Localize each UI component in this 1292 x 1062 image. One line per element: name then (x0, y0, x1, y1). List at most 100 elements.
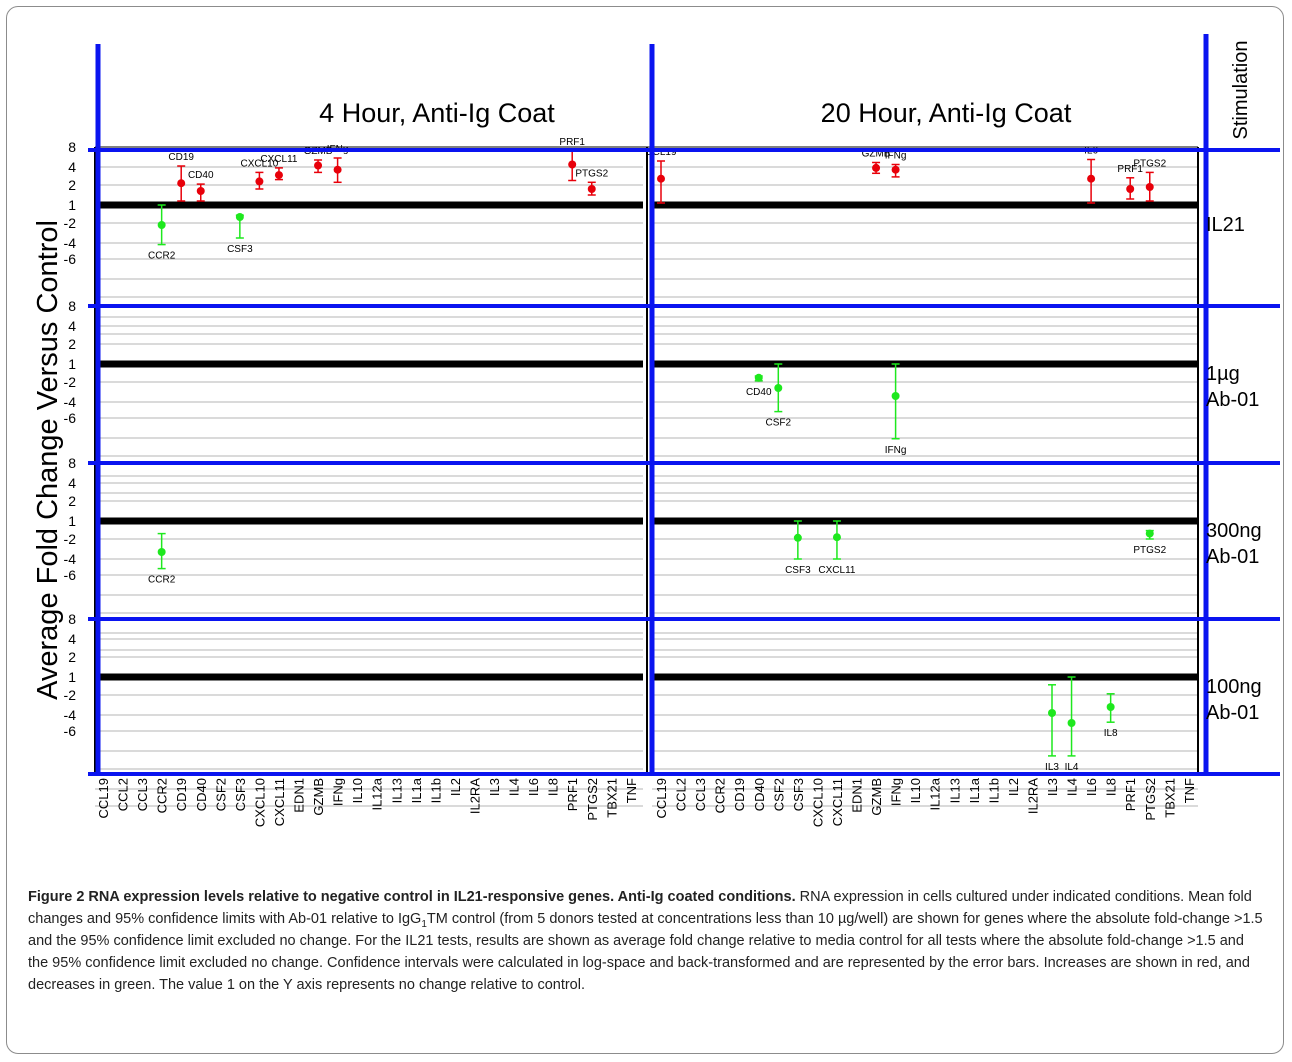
point-label: IL3 (1045, 762, 1059, 773)
point-label: CD19 (168, 152, 194, 163)
y-tick-label: -4 (64, 551, 77, 567)
y-tick-label: 1 (68, 669, 76, 685)
row-label: Ab-01 (1206, 546, 1259, 568)
row-label: Ab-01 (1206, 389, 1259, 411)
x-tick-label: IL2RA (1025, 778, 1040, 814)
row-label: IL21 (1206, 214, 1245, 236)
point-marker (1145, 529, 1154, 538)
y-tick-label: -6 (64, 410, 77, 426)
x-tick-label: CSF2 (771, 778, 786, 811)
x-tick-label: IL1b (986, 778, 1001, 803)
point-marker (314, 161, 323, 170)
x-tick-label: IL12a (370, 777, 385, 810)
x-tick-label: CXCL11 (830, 778, 845, 826)
point-marker (793, 533, 802, 542)
point-label: CSF3 (785, 565, 811, 576)
data-point: IFNg (885, 363, 906, 456)
data-point: GZMB (862, 149, 891, 175)
x-tick-label: CCR2 (713, 778, 728, 813)
point-label: CD40 (188, 170, 214, 181)
x-tick-label: CCL3 (693, 778, 708, 811)
x-tick-label: IL10 (908, 778, 923, 803)
x-tick-label: GZMB (311, 778, 326, 816)
point-label: CCR2 (148, 575, 176, 586)
x-tick-label: PTGS2 (1143, 778, 1158, 821)
x-tick-label: CCL19 (96, 778, 111, 818)
row-label: 300ng (1206, 520, 1262, 542)
x-tick-label: CCL3 (135, 778, 150, 811)
data-point: PRF1 (1117, 164, 1143, 200)
y-tick-label: 2 (68, 336, 76, 352)
data-point: CSF3 (227, 213, 253, 255)
point-marker (1087, 174, 1096, 183)
x-tick-label: IFNg (331, 778, 346, 806)
point-label: GZMB (862, 149, 891, 160)
caption-subtitle: Anti-Ig coated conditions. (617, 889, 796, 905)
data-point: PTGS2 (1133, 529, 1167, 556)
stimulation-header: Stimulation (1230, 41, 1252, 140)
data-point: CCR2 (148, 532, 176, 586)
y-tick-label: -2 (64, 374, 77, 390)
data-point: IL4 (1065, 676, 1079, 773)
y-tick-label: 1 (68, 197, 76, 213)
point-label: CSF3 (227, 244, 253, 255)
y-tick-label: 2 (68, 649, 76, 665)
row-label: 100ng (1206, 676, 1262, 698)
column-title: 20 Hour, Anti-Ig Coat (821, 98, 1072, 128)
x-tick-label: PRF1 (1123, 778, 1138, 811)
point-label: PTGS2 (575, 168, 608, 179)
data-point: CCL19 (645, 147, 677, 204)
x-tick-label: EDN1 (850, 778, 865, 813)
y-tick-label: -2 (64, 215, 77, 231)
x-tick-label: IL4 (507, 778, 522, 796)
x-tick-label: CCL2 (116, 778, 131, 811)
y-tick-label: 4 (68, 159, 76, 175)
x-tick-label: IL1a (967, 777, 982, 803)
point-marker (891, 392, 900, 400)
caption-title: Figure 2 RNA expression levels relative … (28, 889, 611, 905)
point-label: PRF1 (559, 137, 585, 148)
data-point: CXCL11 (260, 154, 298, 181)
point-label: PTGS2 (1133, 545, 1166, 556)
data-point: IL3 (1045, 684, 1059, 773)
point-marker (1106, 703, 1115, 711)
x-tick-label: IL6 (1084, 778, 1099, 796)
y-tick-label: 1 (68, 356, 76, 372)
caption-body-2: TM control (from 5 donors tested at conc… (28, 911, 1263, 993)
point-marker (754, 373, 763, 382)
x-tick-label: CXCL10 (810, 778, 825, 827)
x-tick-label: CD40 (752, 778, 767, 811)
point-marker (255, 177, 264, 186)
data-point: IL6 (1084, 146, 1098, 204)
data-point: CSF3 (785, 520, 811, 576)
point-label: CXCL10 (240, 158, 278, 169)
point-label: PTGS2 (1133, 158, 1166, 169)
point-marker (1067, 719, 1076, 727)
data-point: IFNg (885, 151, 906, 178)
x-tick-label: CCL19 (654, 778, 669, 818)
point-label: IL8 (1104, 728, 1118, 739)
figure-frame (6, 6, 1284, 1054)
y-tick-label: 2 (68, 177, 76, 193)
point-marker (157, 221, 166, 229)
y-tick-label: -4 (64, 394, 77, 410)
column-title: 4 Hour, Anti-Ig Coat (319, 98, 555, 128)
point-label: CXCL11 (260, 154, 297, 165)
x-tick-label: IL8 (1104, 778, 1119, 796)
x-tick-label: EDN1 (292, 778, 307, 813)
x-tick-label: CCL2 (674, 778, 689, 811)
data-point: PTGS2 (1133, 158, 1167, 202)
y-tick-label: -6 (64, 567, 77, 583)
row-label: Ab-01 (1206, 702, 1259, 724)
point-label: CXCL11 (818, 565, 855, 576)
x-tick-label: TNF (624, 778, 639, 803)
data-point: CD19 (168, 152, 194, 202)
point-label: IL4 (1065, 762, 1079, 773)
y-tick-label: -2 (64, 687, 77, 703)
y-tick-label: 8 (68, 455, 76, 471)
x-tick-label: IL8 (546, 778, 561, 796)
x-tick-label: IL3 (1045, 778, 1060, 796)
data-point: CD40 (746, 373, 772, 398)
point-marker (196, 187, 205, 195)
y-tick-label: -4 (64, 707, 77, 723)
